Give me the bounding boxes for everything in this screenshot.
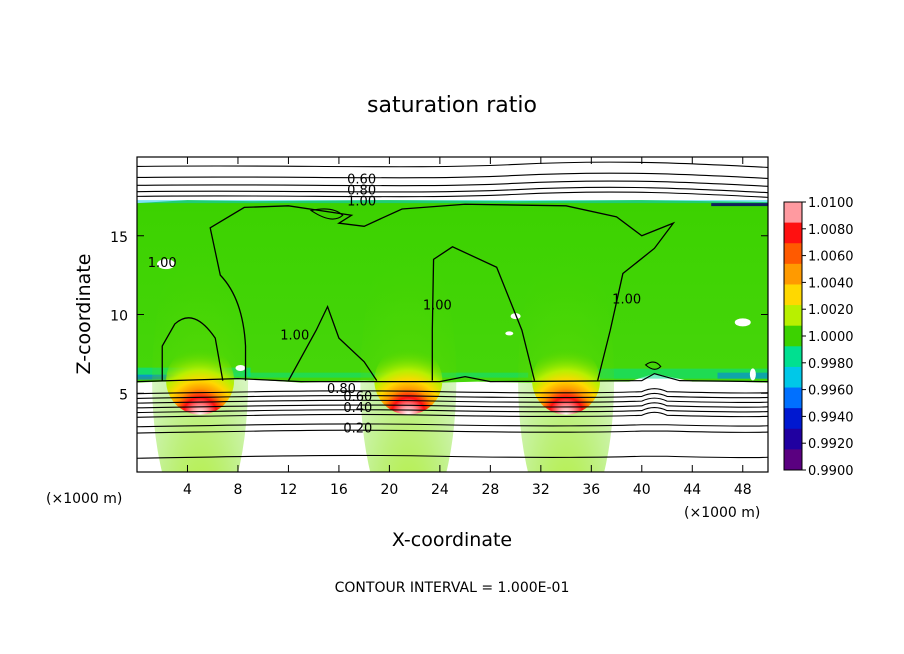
contour-lines — [137, 161, 768, 459]
contour-1-00-c — [431, 246, 536, 381]
top-fringe — [137, 200, 768, 204]
y-tick-label: 15 — [110, 230, 128, 246]
x-tick-label: 20 — [380, 482, 398, 498]
colorbar-swatch — [784, 243, 802, 265]
x-tick-label: 28 — [481, 482, 499, 498]
contour-cloud-base — [137, 373, 768, 383]
x-tick-label: 12 — [280, 482, 298, 498]
contour-label: 0.20 — [343, 421, 372, 436]
colorbar-swatch — [784, 222, 802, 244]
x-tick-label: 44 — [683, 482, 701, 498]
contour-label: 1.00 — [423, 299, 452, 314]
colorbar-swatch — [784, 366, 802, 389]
colorbar-swatch — [784, 305, 802, 327]
unsaturated-patch — [749, 368, 756, 381]
colorbar-swatch — [784, 263, 802, 285]
contour-lower — [137, 402, 768, 409]
contour-label: 1.00 — [280, 329, 309, 344]
colorbar-tick-label: 1.0040 — [808, 276, 854, 291]
colorbar: 1.0100 1.0080 1.0060 1.0040 1.0020 1.0000 0.99… — [783, 196, 854, 479]
contour-1-00-f — [644, 361, 662, 370]
colorbar-tick-label: 1.0080 — [808, 223, 854, 238]
y-axis-ticks: 5 10 15 — [110, 230, 768, 403]
contour-label: 0.80 — [347, 184, 376, 199]
colorbar-swatch — [784, 408, 802, 430]
colorbar-tick-label: 1.0000 — [808, 330, 854, 345]
contour-lower — [137, 429, 768, 434]
colorbar-swatch — [784, 428, 802, 450]
x-tick-label: 32 — [532, 482, 550, 498]
x-tick-label: 4 — [183, 482, 192, 498]
contour-upper — [137, 186, 768, 194]
contour-label: 0.60 — [343, 390, 372, 405]
unsaturated-patch — [157, 259, 176, 270]
contour-lower — [137, 423, 768, 428]
x-tick-label: 36 — [582, 482, 600, 498]
contour-label: 1.00 — [148, 256, 177, 271]
contour-label: 1.00 — [612, 292, 641, 307]
x-tick-label: 40 — [633, 482, 651, 498]
contour-label: 0.60 — [347, 173, 376, 188]
contour-lower — [137, 411, 768, 418]
cloud-base-maximum — [374, 346, 443, 415]
x-axis-label: X-coordinate — [392, 529, 512, 551]
contour-1-00-a — [161, 317, 224, 381]
colorbar-swatch — [784, 387, 802, 409]
contour-lower — [137, 397, 768, 404]
contour-labels: 0.600.801.001.001.00 1.001.000.800.600.40… — [148, 173, 641, 437]
colorbar-swatch — [784, 284, 802, 306]
colorbar-swatch — [784, 202, 802, 224]
colorbar-tick-label: 0.9980 — [808, 357, 854, 372]
x-unit-label-right: (×1000 m) — [684, 505, 760, 521]
contour-1-00-e — [309, 208, 344, 220]
colorbar-swatch — [784, 325, 802, 347]
colorbar-tick-label: 1.0100 — [808, 196, 854, 211]
contour-1-00-d — [287, 304, 378, 382]
contour-lower — [137, 454, 768, 459]
colorbar-tick-label: 0.9900 — [808, 464, 854, 479]
y-axis-label: Z-coordinate — [73, 254, 95, 375]
colorbar-swatch — [784, 346, 802, 368]
contour-upper — [137, 180, 768, 187]
colorbar-tick-label: 1.0020 — [808, 303, 854, 318]
x-tick-label: 24 — [431, 482, 449, 498]
contour-interval-note: CONTOUR INTERVAL = 1.000E-01 — [335, 580, 570, 596]
colorbar-swatch — [784, 449, 802, 471]
contour-upper — [137, 172, 768, 180]
x-axis-ticks: 4 8 12 16 20 24 28 32 36 40 44 48 — [183, 157, 752, 498]
x-tick-label: 8 — [233, 482, 242, 498]
x-tick-label: 16 — [330, 482, 348, 498]
saturation-field — [137, 200, 768, 472]
contour-upper — [137, 161, 768, 168]
contour-lower — [137, 388, 768, 395]
x-tick-label: 48 — [734, 482, 752, 498]
contour-lower — [137, 392, 768, 399]
contour-upper — [137, 191, 768, 198]
colorbar-tick-label: 1.0060 — [808, 250, 854, 265]
x-unit-label-left: (×1000 m) — [46, 491, 122, 507]
contour-lower — [137, 407, 768, 414]
colorbar-tick-label: 0.9960 — [808, 384, 854, 399]
contour-1-00-b — [209, 203, 676, 381]
colorbar-tick-label: 0.9940 — [808, 410, 854, 425]
contour-label: 1.00 — [347, 195, 376, 210]
contour-label: 0.80 — [327, 382, 356, 397]
top-right-patch — [711, 203, 768, 207]
y-tick-label: 10 — [110, 309, 128, 325]
unsaturated-patch — [505, 331, 514, 336]
unsaturated-patch — [235, 365, 246, 372]
colorbar-tick-label: 0.9920 — [808, 437, 854, 452]
unsaturated-patch — [734, 318, 751, 327]
contour-label: 0.40 — [343, 401, 372, 416]
base-fringe — [597, 368, 768, 379]
base-fringe — [717, 372, 768, 379]
y-tick-label: 5 — [119, 387, 128, 403]
chart-title: saturation ratio — [367, 93, 537, 118]
